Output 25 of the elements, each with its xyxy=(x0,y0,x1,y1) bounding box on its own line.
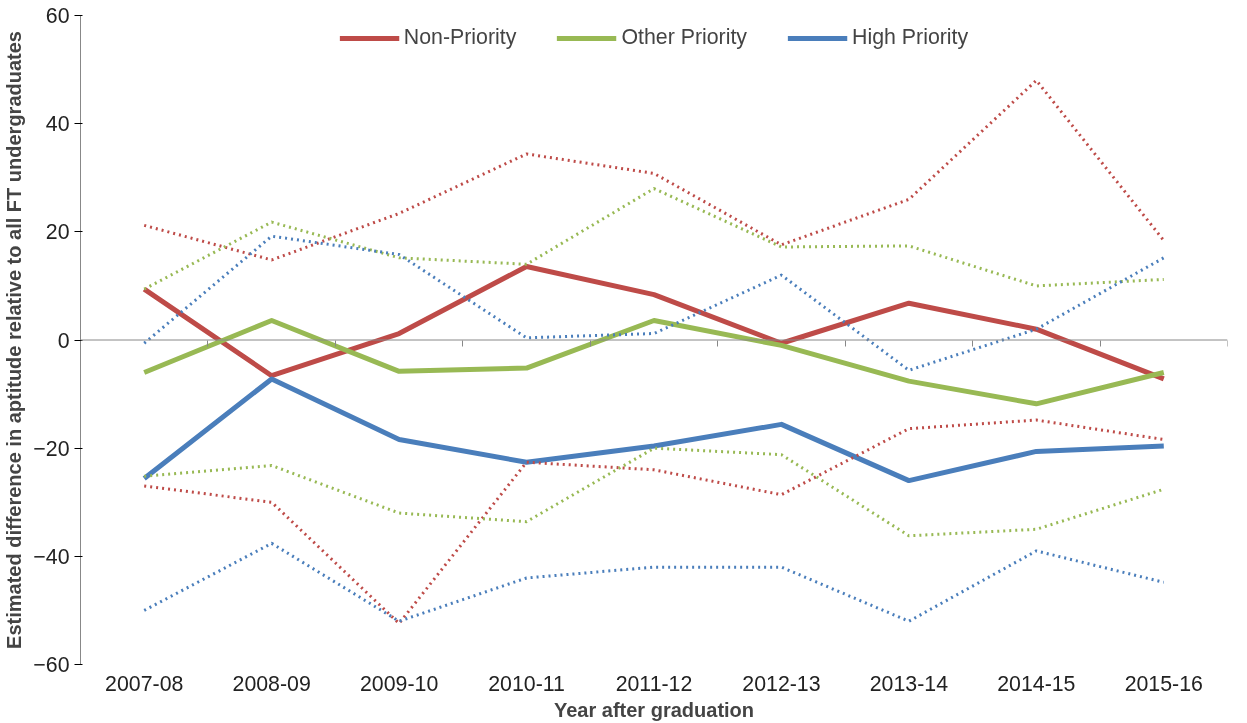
y-tick-label: −60 xyxy=(33,653,70,677)
x-tick-label: 2014-15 xyxy=(997,671,1076,696)
line-series xyxy=(142,541,1166,623)
x-tick-label: 2008-09 xyxy=(232,671,311,696)
y-axis-title: Estimated difference in aptitude relative to all FT undergraduates xyxy=(3,31,26,649)
x-tick-label: 2015-16 xyxy=(1124,671,1203,696)
y-tick-label: 20 xyxy=(45,220,70,245)
legend-label: Non-Priority xyxy=(403,25,517,50)
x-axis-title: Year after graduation xyxy=(553,698,755,721)
y-tick-label: −40 xyxy=(33,544,70,569)
line-series xyxy=(142,78,1166,262)
line-series xyxy=(142,187,1166,291)
x-tick-label: 2012-13 xyxy=(742,671,821,696)
legend-label: High Priority xyxy=(852,25,969,50)
y-tick-label: 60 xyxy=(45,4,70,28)
x-tick-label: 2009-10 xyxy=(359,671,439,696)
y-tick-label: −20 xyxy=(33,436,70,461)
line-series xyxy=(142,234,1166,372)
y-tick-label: 40 xyxy=(45,112,70,137)
x-tick-label: 2013-14 xyxy=(869,671,949,696)
x-tick-label: 2011-12 xyxy=(615,671,693,696)
x-tick-label: 2007-08 xyxy=(105,671,184,696)
legend-label: Other Priority xyxy=(621,25,748,50)
x-tick-label: 2010-11 xyxy=(488,671,565,696)
y-tick-label: 0 xyxy=(57,328,70,353)
